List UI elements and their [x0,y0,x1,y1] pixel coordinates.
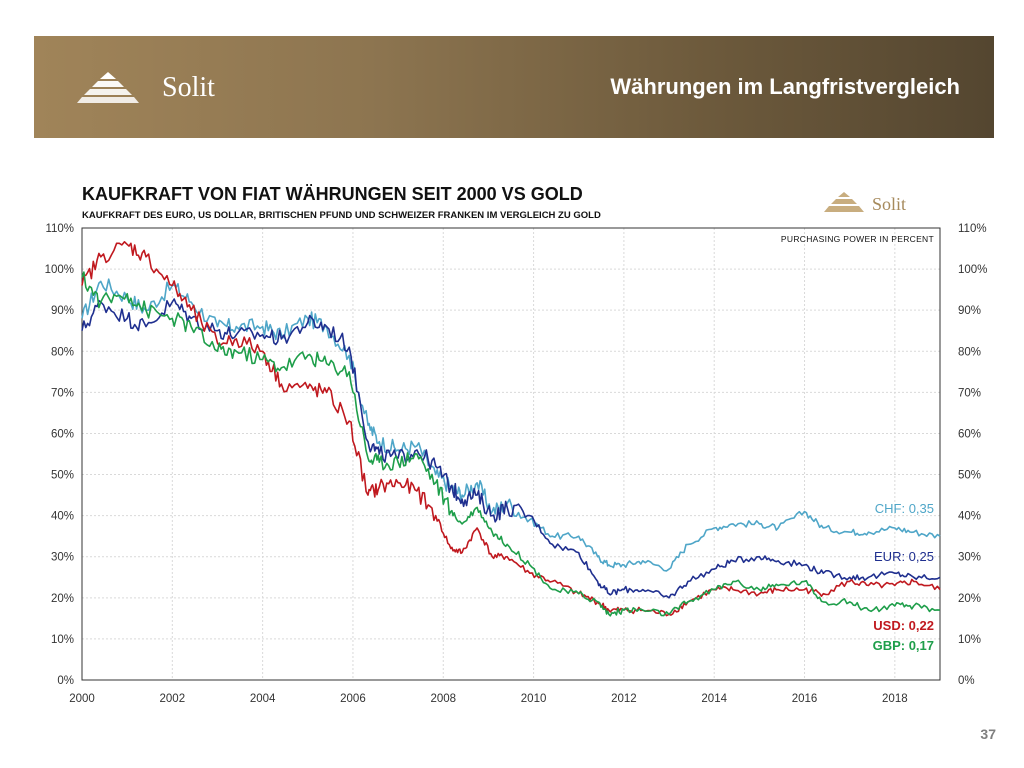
x-tick-label: 2016 [792,693,818,705]
header-banner: Solit Währungen im Langfristvergleich [34,36,994,138]
series-label-usd: USD: 0,22 [873,618,934,633]
plot-frame [81,227,941,681]
y-tick-label-right: 110% [958,223,987,235]
y-tick-label-right: 0% [958,675,975,687]
y-tick-label-left: 10% [51,634,74,646]
x-tick-label: 2008 [430,693,456,705]
x-tick-label: 2010 [521,693,547,705]
series-label-gbp: GBP: 0,17 [873,638,934,653]
y-tick-label-right: 20% [958,593,981,605]
y-tick-label-right: 80% [958,346,981,358]
y-tick-label-right: 30% [958,552,981,564]
y-tick-label-left: 50% [51,470,74,482]
y-tick-label-left: 70% [51,387,74,399]
y-tick-label-right: 40% [958,511,981,523]
y-tick-label-left: 90% [51,305,74,317]
x-tick-label: 2000 [69,693,95,705]
series-label-eur: EUR: 0,25 [874,549,934,564]
series-line-usd [81,241,941,617]
brand-name: Solit [162,72,215,103]
y-tick-label-left: 40% [51,511,74,523]
chart-logo: Solit [824,192,906,214]
pyramid-logo-icon [824,192,864,212]
series-label-chf: CHF: 0,35 [875,501,934,516]
chart-title: KAUFKRAFT VON FIAT WÄHRUNGEN SEIT 2000 V… [82,184,583,204]
x-tick-label: 2006 [340,693,366,705]
page-number: 37 [980,726,996,742]
page-title: Währungen im Langfristvergleich [610,74,960,99]
y-tick-label-right: 60% [958,428,981,440]
series-line-gbp [81,271,941,617]
series-line-eur [81,298,941,599]
pyramid-logo-icon [77,72,139,103]
y-tick-label-right: 70% [958,387,981,399]
x-tick-label: 2018 [882,693,908,705]
y-tick-label-left: 30% [51,552,74,564]
series-line-chf [81,278,941,572]
y-tick-label-right: 100% [958,264,987,276]
y-tick-label-left: 80% [51,346,74,358]
chart-subtitle: KAUFKRAFT DES EURO, US DOLLAR, BRITISCHE… [82,210,601,221]
y-tick-label-left: 110% [45,223,74,235]
y-tick-label-left: 60% [51,428,74,440]
y-tick-label-left: 20% [51,593,74,605]
y-tick-label-left: 0% [57,675,74,687]
x-tick-label: 2002 [160,693,186,705]
y-tick-label-right: 10% [958,634,981,646]
chart-annotation: PURCHASING POWER IN PERCENT [781,234,934,244]
x-tick-label: 2014 [701,693,727,705]
y-tick-label-right: 90% [958,305,981,317]
x-tick-label: 2004 [250,693,276,705]
x-tick-label: 2012 [611,693,637,705]
y-tick-label-right: 50% [958,470,981,482]
y-tick-label-left: 100% [45,264,74,276]
chart-logo-text: Solit [872,194,906,214]
chart: KAUFKRAFT VON FIAT WÄHRUNGEN SEIT 2000 V… [45,184,988,705]
